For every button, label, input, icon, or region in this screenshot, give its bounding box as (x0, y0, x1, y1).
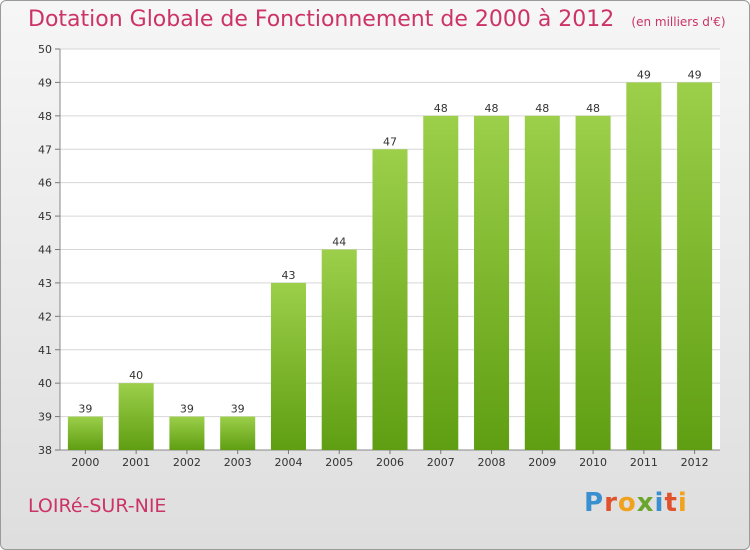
data-labels: 39 40 39 39 43 44 47 48 48 48 48 49 49 (78, 68, 701, 415)
y-tick-label: 41 (38, 344, 52, 357)
logo-letter: o (617, 488, 637, 518)
bar (67, 416, 103, 450)
data-label: 40 (129, 369, 143, 382)
y-tick-label: 39 (38, 411, 52, 424)
x-tick-label: 2003 (224, 456, 252, 469)
chart-title: Dotation Globale de Fonctionnement de 20… (28, 7, 726, 32)
data-label: 49 (688, 68, 702, 81)
x-tick-label: 2007 (427, 456, 455, 469)
x-tick-label: 2000 (71, 456, 99, 469)
data-label: 48 (535, 102, 549, 115)
x-tick-label: 2011 (630, 456, 658, 469)
y-tick-label: 47 (38, 143, 52, 156)
data-label: 44 (332, 236, 346, 249)
logo-letter: i (654, 488, 665, 518)
y-tick-label: 42 (38, 310, 52, 323)
bar (169, 416, 205, 450)
bar (626, 82, 662, 451)
x-tick-label: 2012 (681, 456, 709, 469)
bar (118, 383, 154, 450)
x-tick-label: 2004 (274, 456, 302, 469)
bar (575, 115, 611, 450)
bar (524, 115, 560, 450)
y-tick-label: 48 (38, 110, 52, 123)
data-label: 47 (383, 135, 397, 148)
data-label: 49 (637, 68, 651, 81)
y-tick-label: 43 (38, 277, 52, 290)
data-label: 39 (180, 403, 194, 416)
data-label: 39 (231, 403, 245, 416)
proxiti-logo: Proxiti (584, 488, 688, 518)
bar (220, 416, 256, 450)
x-tick-label: 2001 (122, 456, 150, 469)
x-tick-label: 2010 (579, 456, 607, 469)
x-tick-label: 2006 (376, 456, 404, 469)
y-tick-label: 44 (38, 244, 52, 257)
data-label: 48 (586, 102, 600, 115)
bar (270, 282, 306, 450)
bar (372, 149, 408, 450)
x-tick-label: 2002 (173, 456, 201, 469)
y-tick-label: 40 (38, 377, 52, 390)
logo-letter: r (604, 488, 618, 518)
bar (677, 82, 713, 451)
chart-title-text: Dotation Globale de Fonctionnement de 20… (28, 7, 615, 32)
y-tick-label: 50 (38, 43, 52, 56)
y-tick-label: 49 (38, 76, 52, 89)
y-tick-label: 46 (38, 177, 52, 190)
data-label: 39 (78, 403, 92, 416)
x-tick-label: 2009 (528, 456, 556, 469)
data-label: 48 (434, 102, 448, 115)
logo-letter: x (636, 488, 655, 518)
bar (474, 115, 510, 450)
logo-letter: t (664, 488, 678, 518)
chart-unit-note: (en milliers d'€) (631, 15, 726, 29)
x-tick-label: 2005 (325, 456, 353, 469)
y-tick-label: 45 (38, 210, 52, 223)
logo-letter: P (584, 488, 605, 518)
commune-name: LOIRé-SUR-NIE (28, 495, 167, 517)
bar (423, 115, 459, 450)
bars (67, 82, 713, 451)
y-tick-label: 38 (38, 444, 52, 457)
data-label: 48 (485, 102, 499, 115)
x-tick-label: 2008 (478, 456, 506, 469)
data-label: 43 (281, 269, 295, 282)
bar (321, 249, 357, 450)
logo-letter: i (677, 488, 688, 518)
